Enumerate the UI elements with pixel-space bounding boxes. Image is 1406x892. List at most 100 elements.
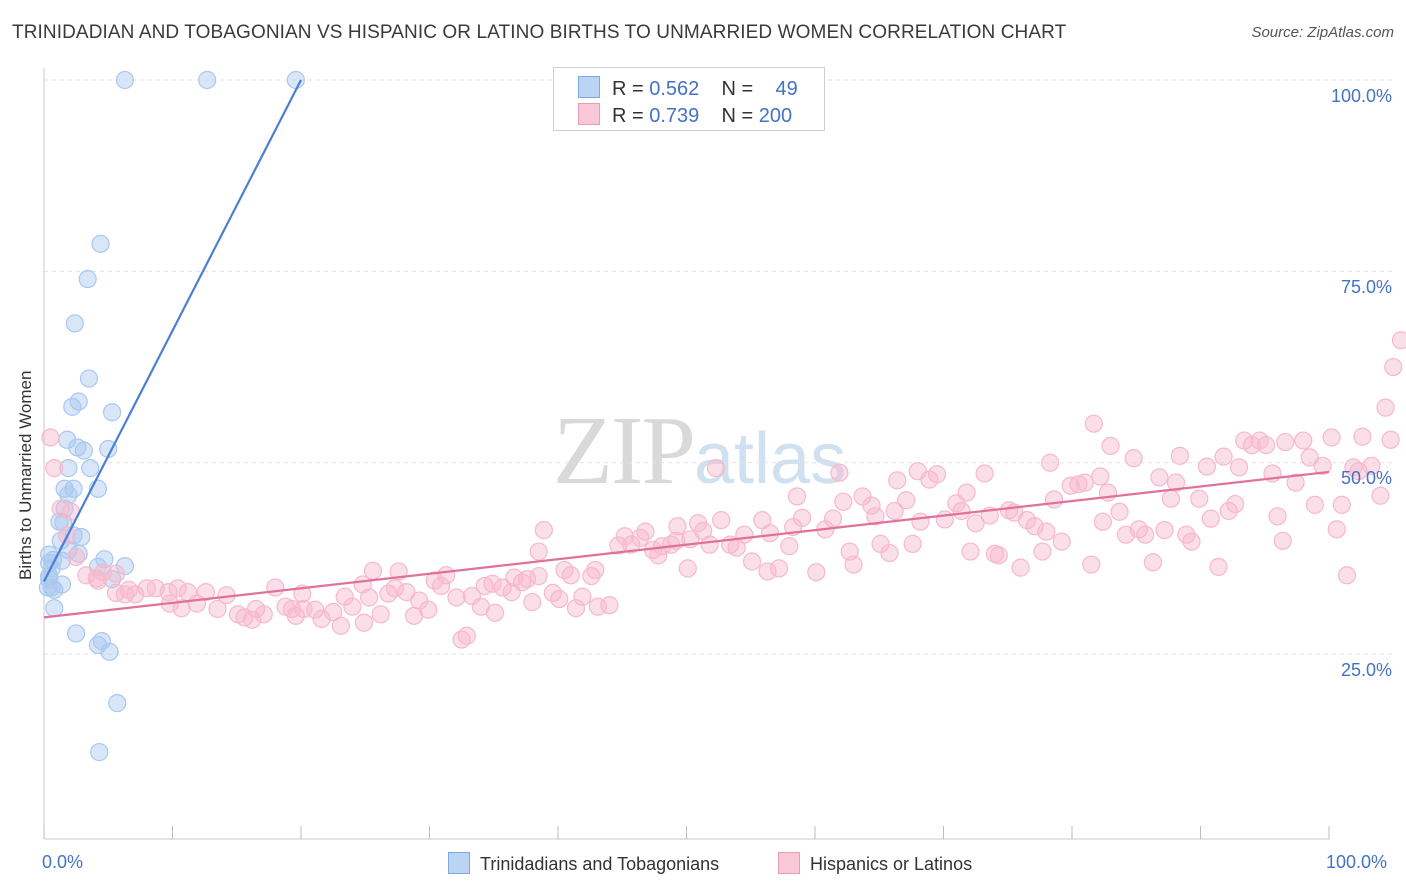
source-label: Source: ZipAtlas.com	[1251, 24, 1394, 41]
hispanics-point	[888, 471, 907, 490]
hispanics-point	[1226, 494, 1245, 514]
bottom-legend-trinidadians: Trinidadians and Tobagonians	[448, 852, 719, 875]
y-tick-100: 100.0%	[1330, 86, 1392, 106]
legend-n-label: N =	[721, 78, 754, 100]
hispanics-point	[483, 574, 502, 593]
hispanics-point	[957, 483, 976, 502]
trinidadians-point	[69, 544, 88, 563]
hispanics-point	[897, 491, 916, 510]
hispanics-point	[600, 596, 619, 615]
hispanics-point	[742, 552, 762, 571]
hispanics-point	[312, 609, 331, 629]
hispanics-point	[447, 588, 466, 607]
hispanics-point	[769, 559, 789, 578]
hispanics-point	[1136, 525, 1155, 544]
hispanics-point	[1381, 430, 1400, 449]
hispanics-point	[561, 566, 580, 585]
hispanics-point	[196, 583, 216, 602]
hispanics-point	[529, 566, 548, 586]
trinidadians-point	[42, 578, 61, 597]
hispanics-point	[668, 517, 687, 536]
hispanics-point	[1327, 520, 1346, 539]
hispanics-point	[1150, 468, 1169, 487]
trinidadians-point	[81, 459, 100, 478]
series-hispanics-points	[41, 331, 1406, 649]
legend-n-value: 49	[775, 78, 798, 100]
hispanics-point	[208, 599, 227, 619]
hispanics-point	[1091, 467, 1110, 486]
hispanics-point	[911, 512, 930, 531]
trinidadians-point	[90, 743, 109, 762]
legend-r-label: R =	[612, 105, 644, 127]
hispanics-point	[493, 578, 512, 597]
hispanics-point	[1170, 446, 1190, 465]
bottom-legend-swatch-pink	[778, 852, 800, 874]
hispanics-point	[989, 546, 1008, 565]
hispanics-point	[385, 579, 404, 598]
hispanics-point	[880, 543, 899, 563]
hispanics-point	[622, 535, 641, 554]
hispanics-point	[706, 459, 726, 478]
hispanics-point	[586, 560, 605, 580]
hispanics-point	[1166, 473, 1186, 492]
hispanics-point	[518, 570, 537, 589]
hispanics-point	[1093, 512, 1112, 531]
hispanics-point	[266, 578, 285, 597]
hispanics-point	[903, 534, 922, 553]
watermark-zip: ZIP	[553, 397, 696, 505]
hispanics-point	[1201, 509, 1220, 528]
hispanics-point	[371, 605, 390, 624]
hispanics-point	[1300, 448, 1319, 467]
hispanics-point	[1197, 457, 1217, 476]
hispanics-point	[823, 509, 843, 528]
hispanics-point	[1061, 476, 1080, 495]
trinidadians-point	[78, 269, 97, 289]
legend-r-label: R =	[612, 78, 644, 100]
hispanics-point	[1041, 453, 1060, 472]
trinidadians-point	[88, 635, 108, 655]
hispanics-point	[636, 522, 655, 541]
hispanics-point	[1082, 555, 1101, 574]
hispanics-point	[1286, 473, 1305, 492]
hispanics-point	[363, 561, 383, 580]
watermark-atlas: atlas	[694, 419, 847, 499]
hispanics-point	[243, 610, 262, 629]
hispanics-point	[1011, 558, 1030, 577]
hispanics-point	[457, 626, 476, 645]
hispanics-point	[1182, 532, 1201, 551]
hispanics-point	[335, 587, 354, 606]
chart-title: TRINIDADIAN AND TOBAGONIAN VS HISPANIC O…	[12, 22, 1067, 43]
hispanics-point	[1209, 557, 1228, 576]
bottom-legend-label: Trinidadians and Tobagonians	[480, 854, 720, 874]
hispanics-point	[952, 501, 971, 521]
trinidadians-point	[100, 642, 119, 661]
x-tick-0: 0.0%	[42, 852, 84, 872]
trinidadians-point	[79, 369, 99, 388]
trinidadians-point	[286, 70, 305, 90]
hispanics-point	[397, 583, 416, 602]
legend-r-value: 0.562	[649, 78, 700, 100]
hispanics-point	[1384, 357, 1403, 377]
hispanics-point	[1276, 432, 1295, 452]
hispanics-point	[1322, 428, 1341, 447]
trinidadians-point	[59, 459, 78, 478]
hispanics-point	[1371, 486, 1390, 505]
hispanics-point	[41, 428, 60, 447]
trinidadians-point	[108, 694, 127, 713]
legend-row-trinidadians: R = 0.562 N = 49	[578, 76, 798, 101]
trinidadians-point	[198, 70, 217, 90]
hispanics-point	[1190, 489, 1209, 508]
hispanics-point	[106, 583, 126, 602]
trinidadians-point	[74, 441, 93, 460]
trinidadians-point	[65, 314, 84, 333]
hispanics-point	[678, 559, 697, 578]
hispanics-point	[609, 536, 628, 555]
trinidadians-point	[91, 234, 110, 253]
bottom-legend-swatch-blue	[448, 852, 470, 874]
hispanics-point	[1219, 501, 1238, 521]
hispanics-point	[807, 563, 826, 582]
series-trinidadians-points	[38, 70, 305, 762]
bottom-legend-label: Hispanics or Latinos	[810, 854, 973, 874]
hispanics-point	[573, 587, 592, 606]
hispanics-point	[126, 585, 145, 604]
